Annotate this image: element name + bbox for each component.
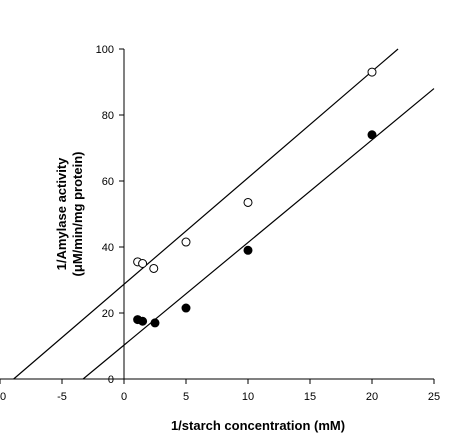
x-axis-title: 1/starch concentration (mM) <box>171 418 345 433</box>
y-axis: 0 20 40 60 80 100 <box>96 44 125 386</box>
x-tick-label: 25 <box>428 391 440 403</box>
y-tick-label: 0 <box>108 374 114 386</box>
y-tick-label: 20 <box>102 308 114 320</box>
x-tick-label: -5 <box>57 391 67 403</box>
filled-circle-point <box>243 245 253 255</box>
x-tick-label: 0 <box>121 391 127 403</box>
fit-line-2 <box>82 88 435 380</box>
y-tick-label: 40 <box>102 242 114 254</box>
filled-circle-point <box>138 316 148 326</box>
x-tick-label: 5 <box>183 391 189 403</box>
filled-circle-point <box>367 130 377 140</box>
open-circle-point <box>243 197 253 207</box>
y-axis-title-line1: 1/Amylase activity <box>54 157 69 271</box>
fit-line-1 <box>13 48 399 380</box>
open-circle-point <box>138 259 148 268</box>
x-tick-label: 20 <box>366 391 378 403</box>
filled-circle-point <box>181 303 191 313</box>
open-circle-point <box>181 237 191 247</box>
data-points <box>133 67 377 328</box>
y-tick-label: 80 <box>102 110 114 122</box>
x-axis: 10 -5 0 5 10 15 20 25 <box>0 378 440 403</box>
y-axis-title-line2: (μM/min/mg protein) <box>70 152 85 277</box>
open-circle-point <box>149 263 159 273</box>
y-tick-label: 100 <box>96 44 114 56</box>
x-tick-label: 15 <box>304 391 316 403</box>
filled-circle-point <box>150 318 160 328</box>
open-circle-point <box>367 67 377 77</box>
x-tick-label: 10 <box>242 391 254 403</box>
y-tick-label: 60 <box>102 176 114 188</box>
x-tick-label: 10 <box>0 391 6 403</box>
